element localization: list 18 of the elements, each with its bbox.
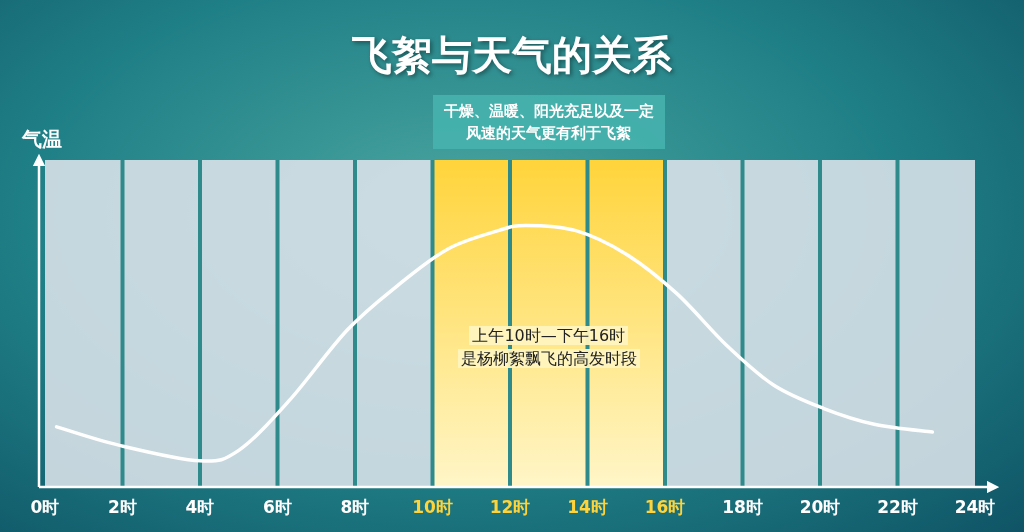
x-tick-label: 16时 xyxy=(644,497,686,517)
x-tick-label: 12时 xyxy=(489,497,531,517)
x-tick-label: 6时 xyxy=(263,497,292,517)
x-tick-label: 0时 xyxy=(30,497,60,517)
x-tick-label: 2时 xyxy=(108,497,137,517)
y-axis-title: 气温 xyxy=(22,126,62,153)
annotation: 上午10时—下午16时 xyxy=(469,326,629,345)
x-tick-label: 10时 xyxy=(412,497,453,517)
x-tick-label: 22时 xyxy=(877,497,918,517)
annotation: 是杨柳絮飘飞的高发时段 xyxy=(457,349,640,368)
band-label: 干燥、温暖、阳光充足以及一定风速的天气更有利于飞絮 xyxy=(432,95,665,149)
x-tick-label: 14时 xyxy=(567,497,608,517)
x-tick-label: 4时 xyxy=(185,497,215,517)
x-tick-label: 8时 xyxy=(340,497,370,517)
x-tick-label: 24时 xyxy=(954,497,996,517)
x-tick-label: 18时 xyxy=(722,497,763,517)
chart-title: 飞絮与天气的关系 xyxy=(351,31,673,80)
x-tick-label: 20时 xyxy=(799,497,841,517)
